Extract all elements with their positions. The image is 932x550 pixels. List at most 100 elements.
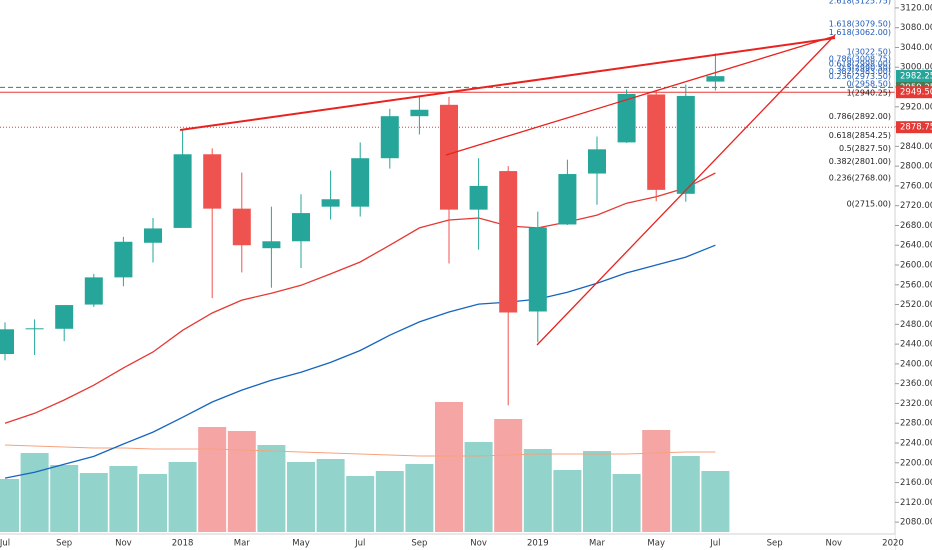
volume-bar <box>0 479 19 532</box>
fib-label: 0.382(2983.00) <box>829 67 891 76</box>
volume-bar <box>405 464 434 532</box>
volume-bar <box>375 471 404 532</box>
price-tag <box>896 70 932 83</box>
candle-body <box>588 149 606 174</box>
y-tick-label: 2360.00 <box>900 379 932 389</box>
trend-lines <box>179 34 836 346</box>
candle-body <box>55 305 74 329</box>
volume-bar <box>553 470 582 532</box>
candle-body <box>321 199 340 207</box>
fib-label: 0.618(2998.00) <box>829 60 891 69</box>
candle-body <box>0 329 14 355</box>
x-tick-label: Jul <box>354 539 365 549</box>
volume-bar <box>79 473 108 532</box>
x-tick-label: Mar <box>234 539 251 549</box>
price-tag-label: 2949.50 <box>900 88 932 98</box>
volume-bar <box>227 431 256 532</box>
volume-ma-line <box>4 444 716 457</box>
volume-bar <box>287 462 315 532</box>
ma-line <box>4 172 716 424</box>
candle-body <box>558 174 577 225</box>
x-tick-label: 2018 <box>172 539 194 549</box>
candle-body <box>25 328 44 330</box>
fib-label: 0.236(2973.50) <box>829 72 891 81</box>
y-tick-label: 2720.00 <box>900 201 932 211</box>
y-tick-label: 2440.00 <box>900 340 932 350</box>
trend-line <box>536 34 836 346</box>
volume-bar <box>671 456 700 532</box>
fib-label: 0.618(2854.25) <box>829 131 891 140</box>
y-tick-label: 2680.00 <box>900 221 932 231</box>
price-tag <box>896 86 932 99</box>
candle-body <box>676 95 695 194</box>
volume-bar <box>109 466 138 532</box>
volume-bar <box>523 449 552 532</box>
fib-label: 0(2958.50) <box>847 79 891 88</box>
candle-body <box>114 241 133 278</box>
candle-body <box>203 154 222 209</box>
y-tick-label: 2800.00 <box>900 162 932 172</box>
fib-label: 1(3022.50) <box>847 48 891 57</box>
candle-body <box>380 116 399 159</box>
fib-label: 0.786(3008.75) <box>829 54 891 63</box>
candle-body <box>351 158 370 207</box>
y-tick-label: 2280.00 <box>900 419 932 429</box>
x-tick-label: 2019 <box>527 539 549 549</box>
candle-body <box>528 227 547 312</box>
y-tick-label: 2520.00 <box>900 300 932 310</box>
trend-line <box>179 37 836 131</box>
volume-bar <box>168 462 197 532</box>
volume-bar <box>642 430 671 532</box>
candle-body <box>647 94 666 190</box>
candle-body <box>292 213 310 242</box>
y-tick-label: 2920.00 <box>900 102 932 112</box>
x-tick-label: 2020 <box>882 539 904 549</box>
y-tick-label: 2120.00 <box>900 498 932 508</box>
y-tick-label: 2480.00 <box>900 320 932 330</box>
x-tick-label: Nov <box>470 539 487 549</box>
fib-label: 2.618(3125.75) <box>829 0 891 6</box>
fib-label: 0.5(2827.50) <box>839 144 891 153</box>
y-tick-label: 3040.00 <box>900 43 932 53</box>
price-tag-label: 2982.25 <box>900 72 932 82</box>
candle-body <box>706 76 725 82</box>
x-tick-label: May <box>647 539 665 549</box>
x-tick-label: May <box>292 539 310 549</box>
fib-label: 0.382(2801.00) <box>829 157 891 166</box>
volume-bar <box>139 474 167 532</box>
price-layer: 2.618(3125.75) 1.618(3079.50)1.618(3062.0… <box>0 0 895 479</box>
volume-bar <box>435 402 463 532</box>
y-tick-label: 2320.00 <box>900 399 932 409</box>
y-tick-label: 2160.00 <box>900 478 932 488</box>
candle-body <box>617 93 636 143</box>
y-tick-label: 3080.00 <box>900 23 932 33</box>
volume-bar <box>612 474 641 532</box>
candle-body <box>469 185 488 210</box>
price-tag <box>896 121 932 134</box>
x-tick-label: Sep <box>767 539 783 549</box>
y-tick-label: 2400.00 <box>900 359 932 369</box>
volume-bar <box>316 459 345 532</box>
y-tick-label: 2200.00 <box>900 458 932 468</box>
volume-bar <box>464 442 493 532</box>
candle-body <box>84 277 103 305</box>
y-tick-label: 2640.00 <box>900 241 932 251</box>
y-tick-label: 3120.00 <box>900 3 932 13</box>
fib-label: 1.618(3062.00) <box>829 28 891 37</box>
candle-body <box>262 241 281 249</box>
y-tick-label: 2240.00 <box>900 439 932 449</box>
x-tick-label: Nov <box>826 539 843 549</box>
candle-body <box>173 154 192 228</box>
y-tick-label: 2600.00 <box>900 261 932 271</box>
y-tick-label: 2080.00 <box>900 518 932 528</box>
candle-body <box>232 208 251 246</box>
volume-bar <box>346 476 375 532</box>
x-tick-label: Jul <box>709 539 720 549</box>
candle-body <box>499 171 518 313</box>
volume-bar <box>494 419 523 532</box>
y-tick-label: 3000.00 <box>900 63 932 73</box>
candle-body <box>440 104 458 210</box>
